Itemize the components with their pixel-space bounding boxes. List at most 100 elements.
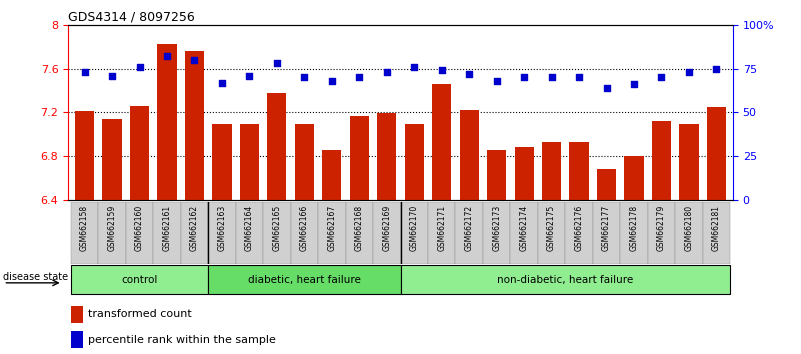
Text: GSM662172: GSM662172 xyxy=(465,205,473,251)
Text: GSM662166: GSM662166 xyxy=(300,205,309,251)
Text: GSM662177: GSM662177 xyxy=(602,205,611,251)
Text: control: control xyxy=(121,275,158,285)
Text: GSM662159: GSM662159 xyxy=(107,205,116,251)
Text: GSM662160: GSM662160 xyxy=(135,205,144,251)
Text: disease state: disease state xyxy=(3,272,69,282)
Bar xyxy=(264,202,291,264)
Text: diabetic, heart failure: diabetic, heart failure xyxy=(248,275,360,285)
Text: GSM662162: GSM662162 xyxy=(190,205,199,251)
Text: percentile rank within the sample: percentile rank within the sample xyxy=(88,335,276,345)
Bar xyxy=(652,121,671,200)
Point xyxy=(463,71,476,77)
Bar xyxy=(706,107,726,200)
Point xyxy=(188,57,201,63)
Bar xyxy=(566,202,593,264)
Bar xyxy=(291,202,318,264)
Text: GSM662171: GSM662171 xyxy=(437,205,446,251)
Bar xyxy=(350,116,369,200)
Bar xyxy=(510,202,537,264)
Bar xyxy=(70,202,99,264)
Text: GSM662173: GSM662173 xyxy=(492,205,501,251)
Text: GSM662170: GSM662170 xyxy=(410,205,419,251)
Bar xyxy=(99,202,126,264)
Bar xyxy=(483,202,510,264)
Bar xyxy=(318,202,345,264)
Bar xyxy=(322,150,341,200)
Text: transformed count: transformed count xyxy=(88,309,191,319)
Text: GSM662168: GSM662168 xyxy=(355,205,364,251)
Bar xyxy=(71,306,83,323)
Bar xyxy=(432,84,451,200)
Bar xyxy=(268,93,287,200)
Bar xyxy=(620,202,648,264)
Bar xyxy=(400,266,731,294)
Point xyxy=(628,81,641,87)
Bar xyxy=(208,202,235,264)
Bar xyxy=(157,45,176,200)
Bar xyxy=(428,202,456,264)
Text: GSM662179: GSM662179 xyxy=(657,205,666,251)
Text: GSM662176: GSM662176 xyxy=(574,205,584,251)
Bar xyxy=(373,202,400,264)
Text: GSM662180: GSM662180 xyxy=(685,205,694,251)
Bar xyxy=(239,125,259,200)
Text: GSM662169: GSM662169 xyxy=(382,205,391,251)
Point xyxy=(435,68,448,73)
Text: GDS4314 / 8097256: GDS4314 / 8097256 xyxy=(68,11,195,24)
Bar xyxy=(514,147,533,200)
Text: GSM662164: GSM662164 xyxy=(245,205,254,251)
Point xyxy=(243,73,256,79)
Bar xyxy=(570,142,589,200)
Bar xyxy=(679,125,698,200)
Point xyxy=(545,75,558,80)
Text: non-diabetic, heart failure: non-diabetic, heart failure xyxy=(497,275,634,285)
Point xyxy=(106,73,119,79)
Bar xyxy=(126,202,153,264)
Text: GSM662163: GSM662163 xyxy=(217,205,227,251)
Bar xyxy=(130,106,149,200)
Point xyxy=(517,75,530,80)
Text: GSM662158: GSM662158 xyxy=(80,205,89,251)
Text: GSM662167: GSM662167 xyxy=(328,205,336,251)
Bar xyxy=(487,150,506,200)
Bar xyxy=(675,202,702,264)
Point xyxy=(600,85,613,91)
Point xyxy=(160,53,173,59)
Point xyxy=(215,80,228,85)
Bar xyxy=(593,202,620,264)
Point xyxy=(682,69,695,75)
Text: GSM662174: GSM662174 xyxy=(520,205,529,251)
Bar xyxy=(185,51,204,200)
Text: GSM662178: GSM662178 xyxy=(630,205,638,251)
Bar xyxy=(235,202,264,264)
Bar xyxy=(702,202,731,264)
Bar xyxy=(537,202,566,264)
Bar xyxy=(75,111,95,200)
Bar xyxy=(625,156,644,200)
Point xyxy=(490,78,503,84)
Point xyxy=(298,75,311,80)
Text: GSM662161: GSM662161 xyxy=(163,205,171,251)
Text: GSM662181: GSM662181 xyxy=(712,205,721,251)
Bar xyxy=(405,125,424,200)
Bar xyxy=(400,202,428,264)
Text: GSM662165: GSM662165 xyxy=(272,205,281,251)
Bar xyxy=(71,331,83,348)
Point xyxy=(408,64,421,70)
Point xyxy=(710,66,723,72)
Point xyxy=(353,75,366,80)
Bar xyxy=(542,142,562,200)
Point xyxy=(133,64,146,70)
Bar xyxy=(103,119,122,200)
Bar xyxy=(208,266,400,294)
Bar xyxy=(648,202,675,264)
Point xyxy=(325,78,338,84)
Bar xyxy=(212,125,231,200)
Bar xyxy=(70,266,208,294)
Point xyxy=(78,69,91,75)
Bar xyxy=(295,125,314,200)
Bar xyxy=(377,114,396,200)
Point xyxy=(380,69,393,75)
Bar xyxy=(460,110,479,200)
Point xyxy=(271,61,284,66)
